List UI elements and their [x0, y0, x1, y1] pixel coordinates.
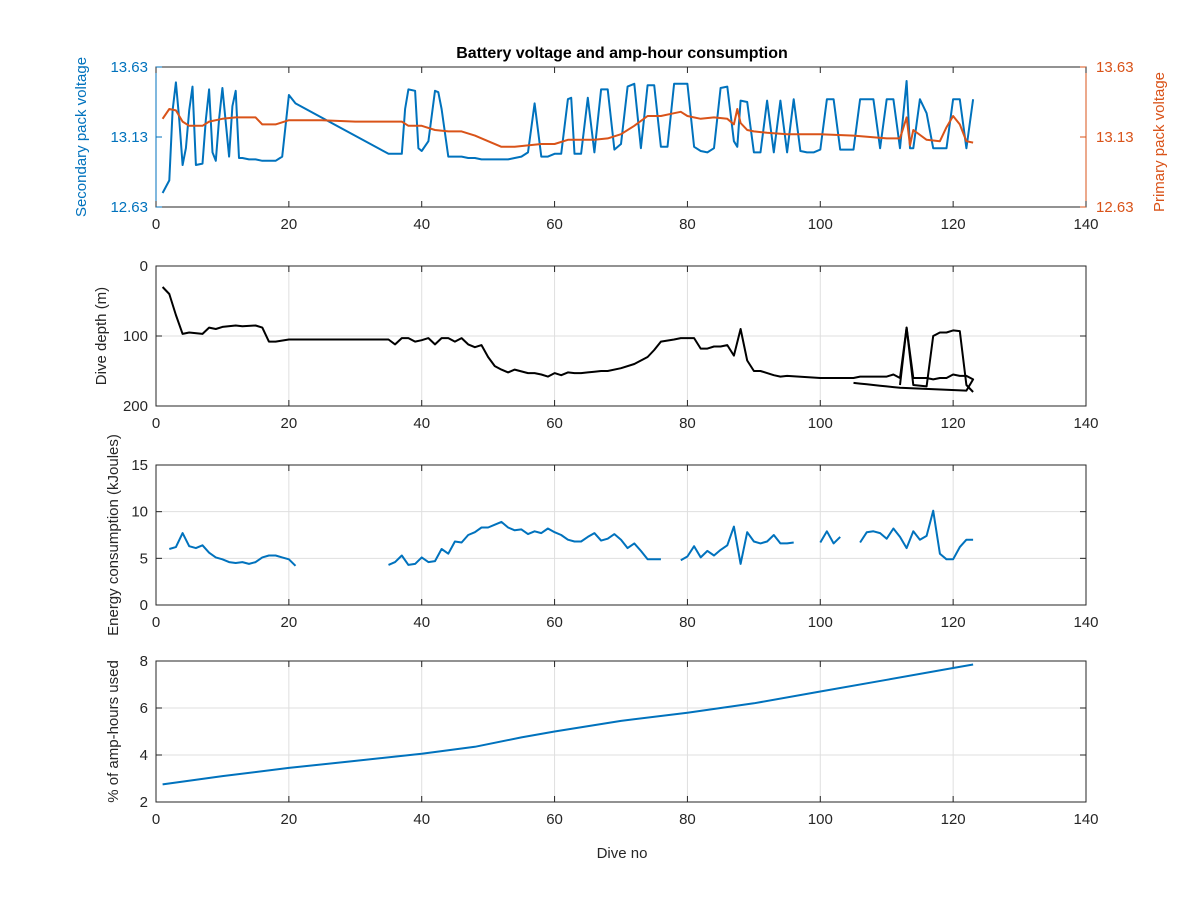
- series-line-1-segment-1: [162, 663, 974, 786]
- subplot-2: 0 20 40 60 80 100 120 140 0 100 200 Dive depth (m): [93, 258, 1099, 432]
- x-tick-label: 100: [808, 811, 833, 828]
- series-line-1-segment-4: [819, 530, 841, 545]
- x-tick-label: 140: [1073, 216, 1098, 233]
- x-tick-label: 100: [808, 415, 833, 432]
- x-tick-label: 60: [546, 415, 563, 432]
- x-tick-label: 20: [281, 614, 298, 631]
- series-line-1-segment-5: [859, 509, 974, 561]
- y-tick-label: 13.13: [110, 129, 148, 146]
- y-tick-label: 13.63: [110, 59, 148, 76]
- x-tick-label: 40: [413, 216, 430, 233]
- x-tick-label: 60: [546, 216, 563, 233]
- y-tick-label: 6: [140, 700, 148, 717]
- subplot-1: 0 20 40 60 80 100 120 14012.6313.1313.6312.6313…: [73, 57, 1168, 233]
- series-line-1-segment-1: [161, 286, 975, 392]
- x-tick-label: 40: [413, 614, 430, 631]
- right-y-tick-label: 12.63: [1096, 199, 1134, 216]
- y-tick-label: 4: [140, 747, 148, 764]
- plot-frame: [155, 464, 1087, 606]
- x-tick-label: 80: [679, 811, 696, 828]
- y-axis-label: % of amp-hours used: [105, 660, 122, 803]
- y-tick-label: 15: [131, 457, 148, 474]
- x-tick-label: 120: [941, 811, 966, 828]
- y-tick-label: 0: [140, 258, 148, 275]
- x-tick-label: 140: [1073, 415, 1098, 432]
- x-tick-label: 100: [808, 216, 833, 233]
- y-tick-label: 200: [123, 398, 148, 415]
- right-y-tick-label: 13.63: [1096, 59, 1134, 76]
- x-tick-label: 0: [152, 614, 160, 631]
- x-tick-label: 60: [546, 614, 563, 631]
- x-tick-label: 140: [1073, 811, 1098, 828]
- x-tick-label: 120: [941, 614, 966, 631]
- x-tick-label: 20: [281, 811, 298, 828]
- y-tick-label: 5: [140, 550, 148, 567]
- y-tick-label: 2: [140, 794, 148, 811]
- x-tick-label: 0: [152, 415, 160, 432]
- x-axis-label: Dive no: [597, 845, 648, 862]
- x-tick-label: 40: [413, 811, 430, 828]
- y-tick-label: 8: [140, 653, 148, 670]
- series-line-1-segment-1: [169, 532, 297, 567]
- x-tick-label: 120: [941, 216, 966, 233]
- right-y-tick-label: 13.13: [1096, 129, 1134, 146]
- y-tick-label: 12.63: [110, 199, 148, 216]
- series-line-1-segment-3: [680, 525, 794, 565]
- subplot-4: 0 20 40 60 80 100 120 140 2 4 6 8 % of amp-hours use…: [105, 653, 1099, 828]
- subplot-3: 0 20 40 60 80 100 120 140 0 5 10 15 Energy consumpti…: [105, 434, 1099, 636]
- subplots: 0 20 40 60 80 100 120 14012.6313.1313.6312.6313…: [73, 57, 1168, 828]
- y-axis-label: Secondary pack voltage: [73, 57, 90, 217]
- plot-frame: [155, 660, 1087, 803]
- y-axis-label: Energy consumption (kJoules): [105, 434, 122, 636]
- x-tick-label: 40: [413, 415, 430, 432]
- series-line-2-segment-1: [161, 108, 974, 148]
- x-tick-label: 20: [281, 216, 298, 233]
- x-tick-label: 0: [152, 811, 160, 828]
- right-y-axis-label: Primary pack voltage: [1151, 72, 1168, 212]
- x-tick-label: 80: [679, 216, 696, 233]
- series-line-1-segment-1: [161, 80, 975, 194]
- x-tick-label: 80: [679, 415, 696, 432]
- series-line-1-segment-2: [388, 520, 661, 566]
- y-tick-label: 10: [131, 504, 148, 521]
- x-tick-label: 0: [152, 216, 160, 233]
- y-tick-label: 0: [140, 597, 148, 614]
- x-tick-label: 60: [546, 811, 563, 828]
- figure-title: Battery voltage and amp-hour consumption: [456, 45, 788, 62]
- x-tick-label: 120: [941, 415, 966, 432]
- x-tick-label: 20: [281, 415, 298, 432]
- x-tick-label: 80: [679, 614, 696, 631]
- x-tick-label: 140: [1073, 614, 1098, 631]
- series-line-1-segment-2: [899, 326, 974, 393]
- y-axis-label: Dive depth (m): [93, 287, 110, 385]
- x-tick-label: 100: [808, 614, 833, 631]
- y-tick-label: 100: [123, 328, 148, 345]
